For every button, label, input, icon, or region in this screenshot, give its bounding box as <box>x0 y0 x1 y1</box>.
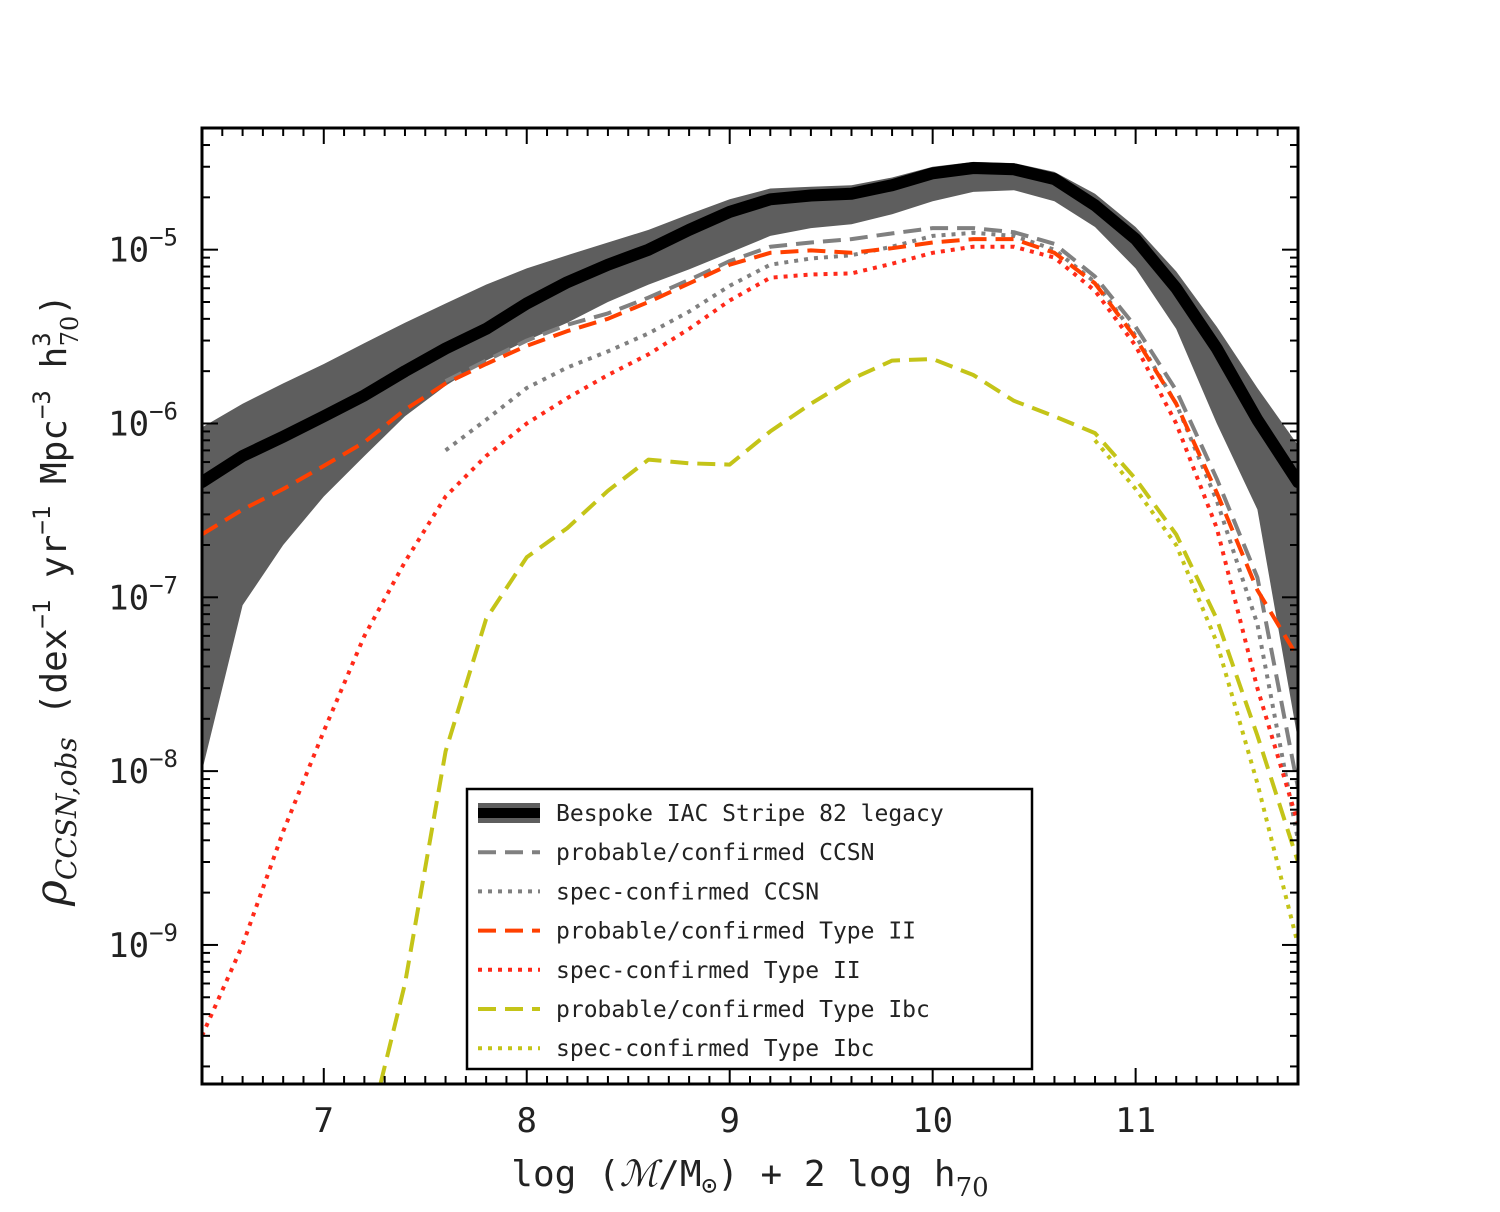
x-tick-label: 10 <box>912 1101 953 1141</box>
series-layer <box>202 162 1298 1084</box>
y-tick-label: 10−8 <box>108 745 178 792</box>
legend-label-0: Bespoke IAC Stripe 82 legacy <box>556 801 944 827</box>
series-line-1 <box>444 226 1298 789</box>
y-tick-label: 10−9 <box>108 919 178 966</box>
legend: Bespoke IAC Stripe 82 legacy probable/con… <box>465 787 1034 1071</box>
legend-label-6: spec-confirmed Type Ibc <box>556 1036 875 1062</box>
series-line-6 <box>1093 439 1298 946</box>
legend-label-3: probable/confirmed Type II <box>556 919 916 945</box>
legend-label-1: probable/confirmed CCSN <box>556 840 875 866</box>
y-tick-label: 10−5 <box>108 224 178 271</box>
tick-layer: 7 8 9 10 11 10−9 10−8 10−7 10−6 10−5 <box>108 127 1299 1141</box>
legend-box <box>465 787 1034 1071</box>
uncertainty-band <box>202 161 1298 772</box>
uncertainty-band-layer <box>202 161 1298 772</box>
series-line-5 <box>378 357 1298 1084</box>
x-tick-label: 7 <box>314 1101 334 1141</box>
x-tick-label: 8 <box>516 1101 536 1141</box>
y-axis-label: ρCCSN,obs(dex−1 yr−1 Mpc−3 h370) <box>26 294 84 907</box>
x-tick-label: 9 <box>719 1101 739 1141</box>
x-tick-label: 11 <box>1115 1101 1156 1141</box>
legend-label-4: spec-confirmed Type II <box>556 958 861 984</box>
y-tick-label: 10−7 <box>108 571 178 618</box>
series-line-0 <box>202 162 1298 489</box>
series-line-4 <box>202 244 1298 1037</box>
x-axis-label: log (ℳ/M⊙) + 2 log h70 <box>511 1154 988 1203</box>
y-tick-label: 10−6 <box>108 397 178 444</box>
legend-label-2: spec-confirmed CCSN <box>556 879 819 905</box>
series-line-3 <box>202 237 1298 659</box>
legend-label-5: probable/confirmed Type Ibc <box>556 997 930 1023</box>
